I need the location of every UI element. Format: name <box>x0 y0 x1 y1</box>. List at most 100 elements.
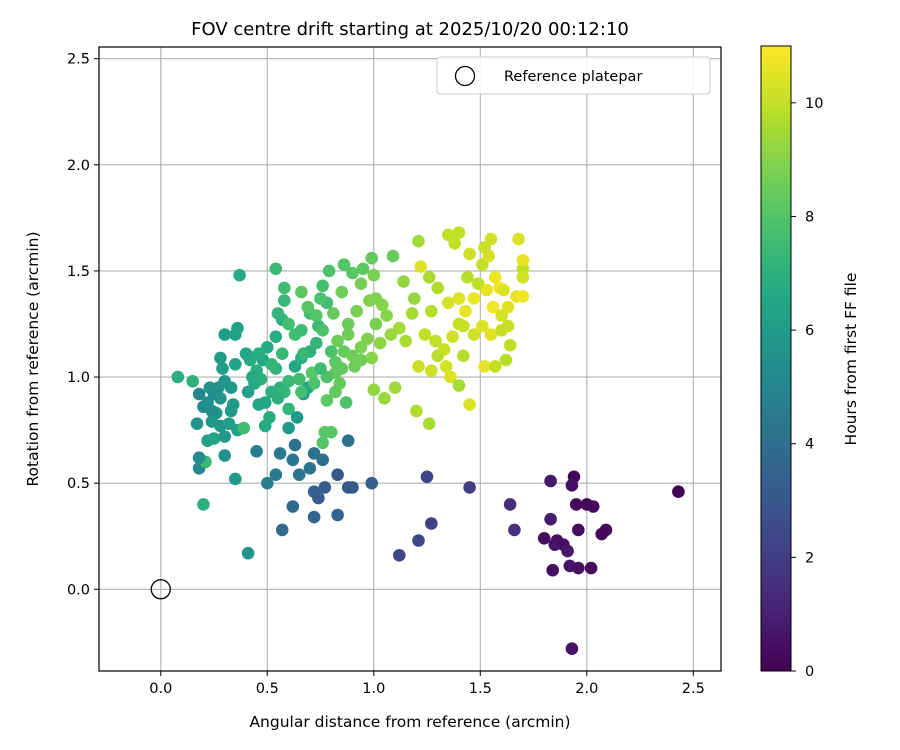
data-point <box>307 447 321 460</box>
data-point <box>467 328 481 341</box>
data-point <box>425 364 438 378</box>
data-point <box>354 353 368 367</box>
data-point <box>282 375 295 388</box>
data-point <box>503 338 517 352</box>
data-point <box>239 347 253 361</box>
data-point <box>224 404 238 418</box>
y-tick-label: 2.5 <box>67 52 90 68</box>
data-point <box>203 381 217 395</box>
data-point <box>275 523 289 537</box>
data-point <box>452 379 466 392</box>
data-point <box>186 375 199 388</box>
colorbar <box>760 45 792 672</box>
data-point <box>310 336 323 350</box>
data-point <box>229 472 242 486</box>
x-tick-label: 1.5 <box>469 681 492 697</box>
reference-marker <box>150 579 171 600</box>
data-point <box>386 249 400 263</box>
data-point <box>367 268 381 282</box>
data-point <box>484 232 498 246</box>
data-point <box>444 370 457 384</box>
data-point <box>480 283 494 297</box>
data-point <box>418 328 432 341</box>
colorbar-tick-label: 2 <box>805 550 814 566</box>
data-point <box>399 334 413 348</box>
data-point <box>320 394 334 407</box>
data-point <box>333 377 347 390</box>
data-point <box>486 300 500 314</box>
data-point <box>341 434 355 448</box>
data-point <box>378 392 391 405</box>
colorbar-tick-label: 4 <box>805 437 814 453</box>
x-tick-label: 2.0 <box>575 681 598 697</box>
data-point <box>269 468 283 482</box>
y-tick-label: 1.5 <box>67 264 90 280</box>
data-point <box>463 247 476 261</box>
data-point <box>237 421 251 435</box>
plot-frame <box>98 46 722 672</box>
x-axis-ticks: 0.0 0.5 1.0 1.5 2.0 2.5 <box>149 671 705 697</box>
data-point <box>425 517 438 530</box>
data-point <box>508 523 521 537</box>
data-point <box>361 332 374 346</box>
data-point <box>316 324 330 337</box>
data-point <box>420 470 434 484</box>
data-point <box>273 447 287 460</box>
data-point <box>463 481 476 494</box>
data-point <box>350 304 364 318</box>
legend-box <box>436 56 711 95</box>
data-point <box>488 271 502 284</box>
data-point <box>410 404 423 418</box>
data-point <box>544 512 557 526</box>
x-tick-label: 0.5 <box>256 681 279 697</box>
data-point <box>339 396 353 409</box>
data-point <box>246 370 259 384</box>
y-tick-label: 1.0 <box>67 370 90 386</box>
y-tick-label: 0.0 <box>67 582 90 598</box>
data-point <box>307 377 321 390</box>
data-point <box>263 411 276 424</box>
legend: Reference platepar <box>436 56 711 95</box>
colorbar-tick-label: 6 <box>805 323 814 339</box>
data-point <box>516 253 530 267</box>
y-tick-label: 2.0 <box>67 158 90 174</box>
data-point <box>412 534 425 547</box>
data-points <box>171 226 685 655</box>
data-point <box>190 417 204 431</box>
data-point <box>171 370 185 384</box>
data-point <box>278 281 291 295</box>
data-point <box>250 445 263 458</box>
data-point <box>346 481 359 494</box>
data-point <box>365 251 379 265</box>
data-point <box>231 321 244 335</box>
data-point <box>569 498 583 511</box>
data-point <box>442 228 455 242</box>
data-point <box>459 304 472 318</box>
data-point <box>476 319 489 333</box>
data-point <box>335 362 349 375</box>
data-point <box>218 449 231 462</box>
data-point <box>572 523 585 537</box>
data-point <box>376 298 389 312</box>
data-point <box>233 268 246 282</box>
data-point <box>388 381 402 395</box>
data-point <box>384 328 398 341</box>
data-point <box>224 381 238 395</box>
data-point <box>512 232 525 246</box>
data-point <box>595 527 608 541</box>
data-point <box>271 392 285 405</box>
data-point <box>288 328 302 341</box>
data-point <box>288 438 302 452</box>
data-point <box>295 285 308 299</box>
data-point <box>495 324 508 337</box>
data-point <box>367 383 381 397</box>
data-point <box>425 304 438 318</box>
data-point <box>278 294 291 307</box>
data-point <box>412 234 425 248</box>
data-point <box>478 360 491 373</box>
x-axis-label: Angular distance from reference (arcmin) <box>249 713 570 731</box>
data-point <box>265 358 278 371</box>
reference-platepar-marker <box>150 579 171 600</box>
data-point <box>439 360 453 373</box>
